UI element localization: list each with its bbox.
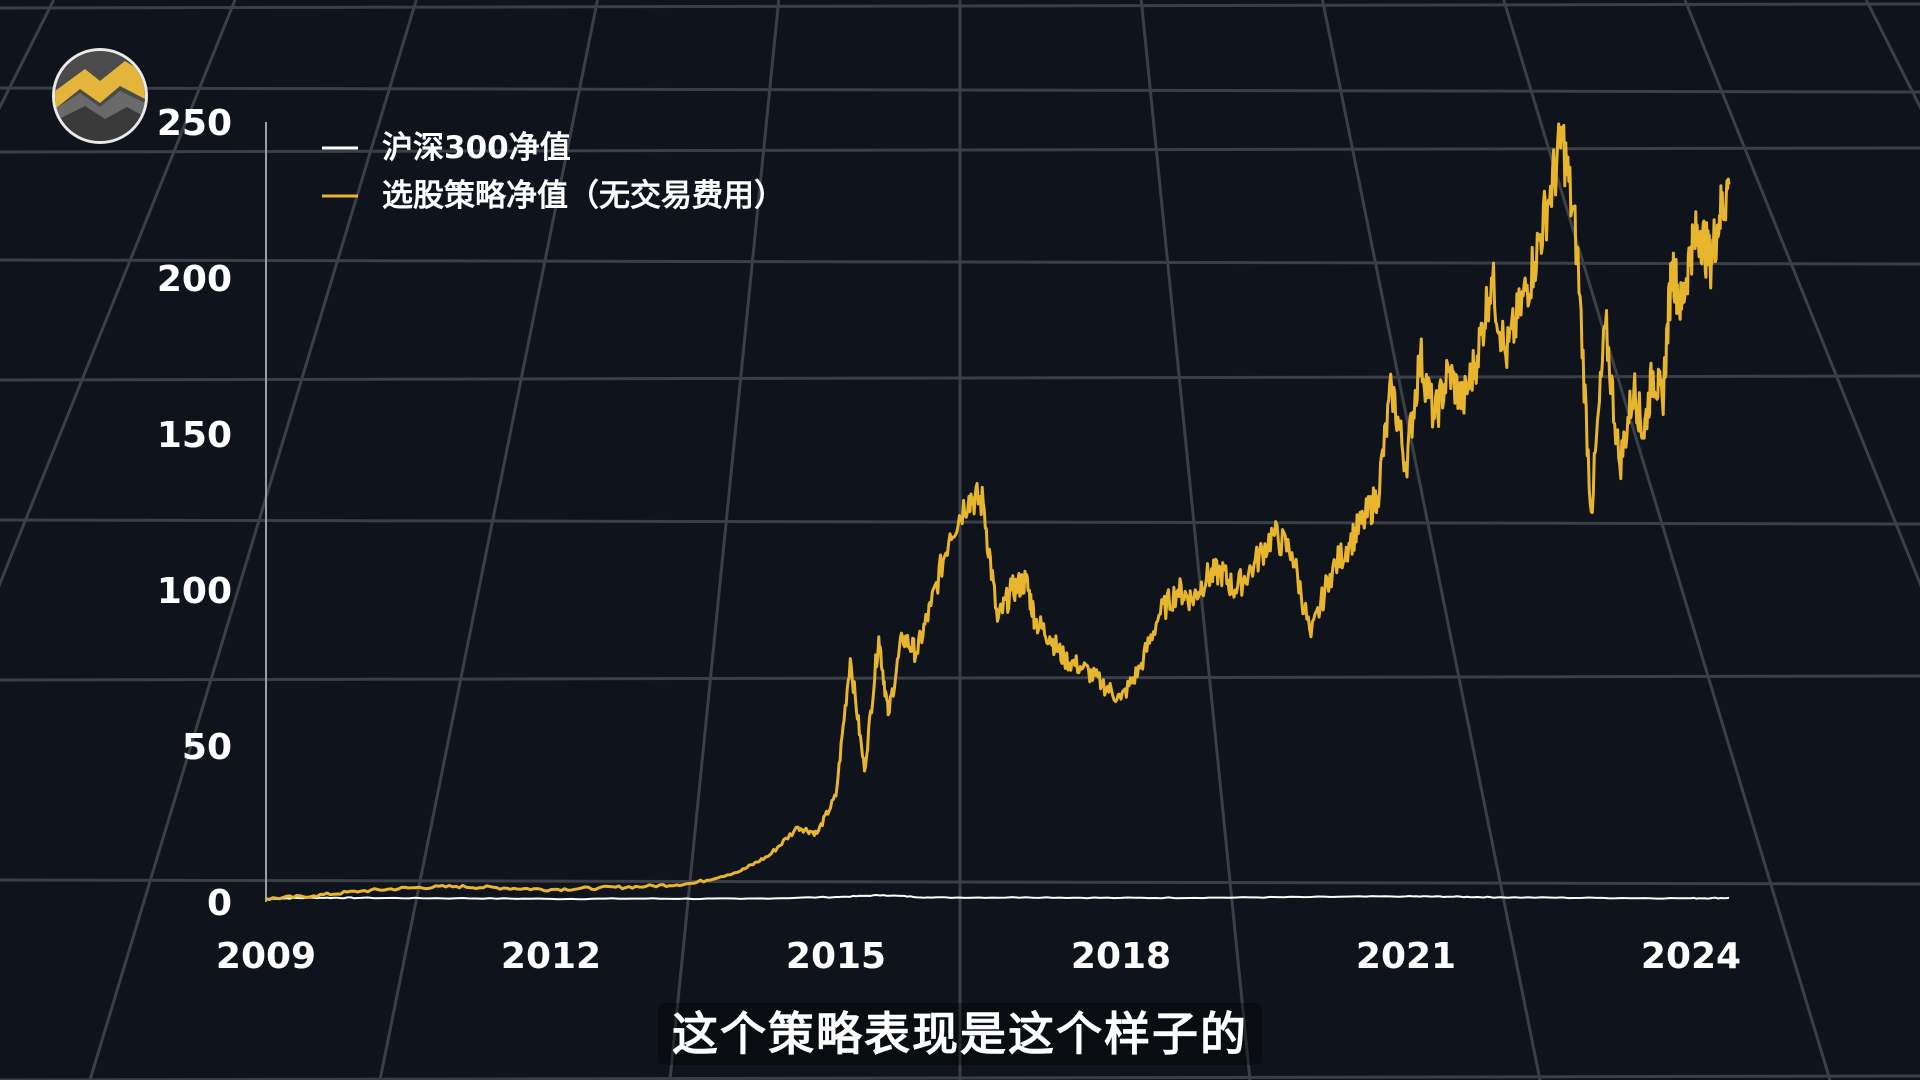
y-tick-label: 200	[157, 259, 232, 300]
y-tick-label: 50	[182, 727, 232, 768]
grid-line-vertical	[1321, 0, 1542, 1080]
x-tick-label: 2015	[786, 936, 886, 977]
legend-item-index: 沪深300净值	[322, 130, 571, 166]
legend-item-strategy: 选股策略净值（无交易费用）	[322, 178, 785, 214]
series-line-index	[265, 894, 1730, 901]
series-lines	[265, 122, 1731, 901]
series-line-strategy	[265, 122, 1731, 901]
legend-label-strategy: 选股策略净值（无交易费用）	[382, 178, 785, 214]
y-tick-label: 250	[157, 103, 232, 144]
y-tick-label: 0	[207, 883, 232, 924]
mountain-logo-icon	[55, 51, 145, 141]
caption-subtitle: 这个策略表现是这个样子的	[0, 998, 1920, 1065]
grid-line-vertical	[378, 0, 599, 1080]
x-tick-label: 2018	[1071, 936, 1171, 977]
legend: 沪深300净值 选股策略净值（无交易费用）	[322, 130, 785, 214]
grid-line-vertical	[668, 0, 781, 1080]
grid-line-vertical	[1683, 0, 1920, 588]
y-tick-label: 100	[157, 571, 232, 612]
channel-logo	[52, 48, 148, 144]
x-tick-label: 2012	[501, 936, 601, 977]
grid-line-vertical	[1139, 0, 1252, 1080]
y-tick-labels: 0 50 100 150 200 250	[157, 103, 232, 924]
y-tick-label: 150	[157, 415, 232, 456]
legend-label-index: 沪深300净值	[382, 130, 571, 166]
x-tick-labels: 2009 2012 2015 2018 2021 2024	[216, 936, 1741, 977]
grid-line-vertical	[0, 0, 56, 111]
x-tick-label: 2021	[1356, 936, 1456, 977]
x-tick-label: 2024	[1641, 936, 1741, 977]
grid-line-vertical	[88, 0, 418, 1080]
caption-text: 这个策略表现是这个样子的	[658, 1003, 1262, 1065]
x-tick-label: 2009	[216, 936, 316, 977]
grid-line-vertical	[1864, 0, 1920, 111]
grid-line-vertical	[0, 0, 237, 588]
grid-line-vertical	[1502, 0, 1832, 1080]
